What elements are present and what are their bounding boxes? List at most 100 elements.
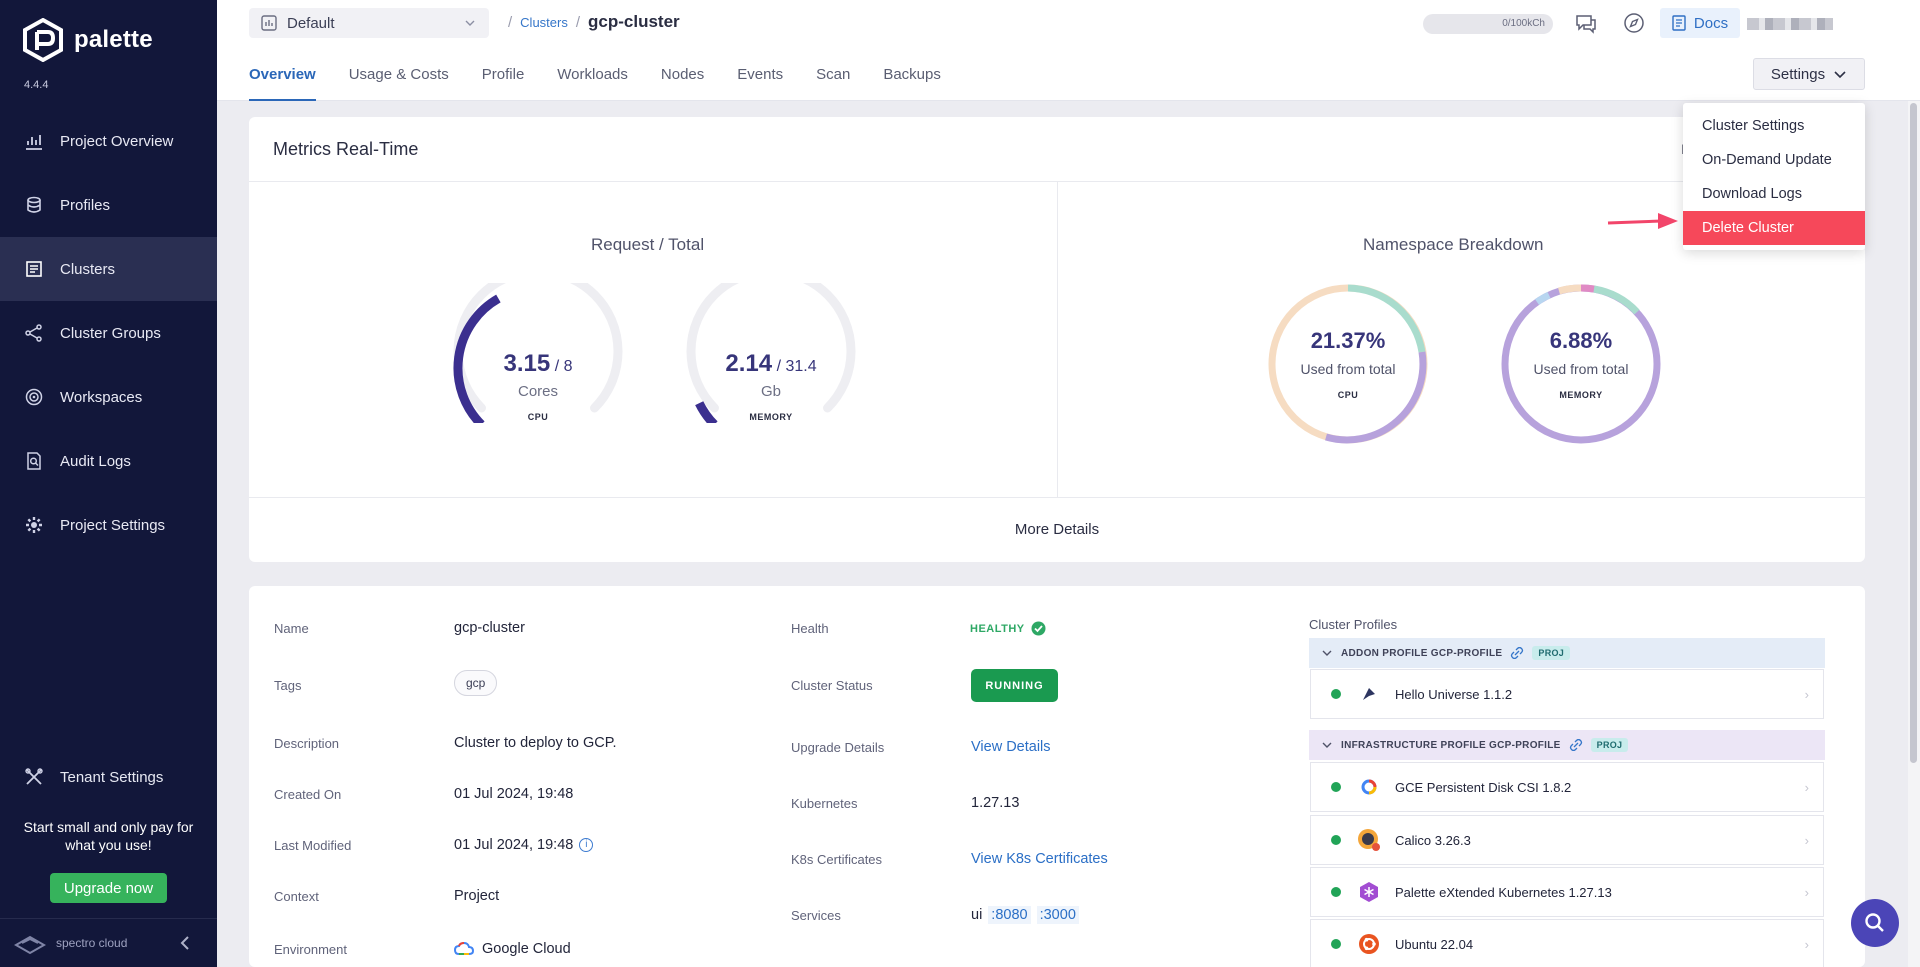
profile-item-hello-universe[interactable]: Hello Universe 1.1.2 › bbox=[1310, 669, 1824, 719]
breadcrumb-clusters-link[interactable]: Clusters bbox=[520, 14, 568, 30]
scrollbar-thumb[interactable] bbox=[1910, 103, 1917, 763]
cpu-caption: CPU bbox=[527, 412, 549, 422]
clusters-icon bbox=[26, 261, 42, 277]
tab-scan[interactable]: Scan bbox=[816, 66, 851, 83]
sidebar-item-cluster-groups[interactable]: Cluster Groups bbox=[0, 301, 217, 365]
cpu-gauge-fill bbox=[453, 294, 501, 423]
sidebar-item-project-settings[interactable]: Project Settings bbox=[0, 493, 217, 557]
description-value: Cluster to deploy to GCP. bbox=[454, 735, 617, 751]
check-circle-icon bbox=[1031, 621, 1046, 636]
breadcrumb-separator: / bbox=[508, 13, 513, 31]
namespace-cpu-donut: 21.37% Used from total CPU bbox=[1266, 282, 1430, 446]
settings-button[interactable]: Settings bbox=[1753, 58, 1865, 90]
menu-item-download-logs[interactable]: Download Logs bbox=[1702, 186, 1802, 202]
menu-item-cluster-settings[interactable]: Cluster Settings bbox=[1702, 118, 1805, 134]
sidebar-item-profiles[interactable]: Profiles bbox=[0, 173, 217, 237]
tab-overview[interactable]: Overview bbox=[249, 58, 316, 101]
usage-indicator[interactable]: 0/100kCh bbox=[1423, 14, 1553, 34]
upgrade-button[interactable]: Upgrade now bbox=[50, 873, 167, 903]
sidebar-item-clusters[interactable]: Clusters bbox=[0, 237, 217, 301]
project-select-value: Default bbox=[287, 14, 335, 32]
sidebar-item-label: Clusters bbox=[60, 260, 116, 278]
addon-profile-header[interactable]: ADDON PROFILE GCP-PROFILE PROJ bbox=[1309, 638, 1825, 668]
sidebar-item-label: Workspaces bbox=[60, 388, 143, 406]
gear-icon bbox=[26, 517, 42, 533]
sidebar-item-audit-logs[interactable]: Audit Logs bbox=[0, 429, 217, 493]
profile-item-label: Ubuntu 22.04 bbox=[1395, 936, 1474, 952]
project-icon bbox=[261, 15, 277, 31]
more-details-button[interactable]: More Details bbox=[1014, 521, 1100, 538]
sidebar-item-project-overview[interactable]: Project Overview bbox=[0, 109, 217, 173]
menu-item-delete-cluster[interactable]: Delete Cluster bbox=[1683, 211, 1865, 245]
user-menu[interactable] bbox=[1747, 18, 1833, 30]
ubuntu-icon bbox=[1357, 932, 1381, 956]
tab-workloads[interactable]: Workloads bbox=[557, 66, 628, 83]
ns-memory-percent: 6.88% bbox=[1549, 328, 1613, 353]
tags-label: Tags bbox=[274, 678, 302, 693]
palette-logo[interactable]: palette bbox=[22, 18, 153, 62]
divider bbox=[1057, 182, 1058, 497]
breadcrumb-separator: / bbox=[575, 13, 581, 31]
calico-icon bbox=[1357, 828, 1381, 852]
metrics-title: Metrics Real-Time bbox=[273, 139, 419, 159]
tab-usage-costs[interactable]: Usage & Costs bbox=[348, 66, 449, 83]
chat-icon[interactable] bbox=[1573, 10, 1599, 36]
info-icon[interactable]: i bbox=[579, 838, 594, 853]
tab-events[interactable]: Events bbox=[737, 66, 784, 83]
sidebar-item-tenant-settings[interactable]: Tenant Settings bbox=[0, 745, 217, 809]
proj-badge: PROJ bbox=[1532, 646, 1571, 660]
last-modified-row: 01 Jul 2024, 19:48 i bbox=[454, 837, 594, 853]
tab-profile[interactable]: Profile bbox=[481, 66, 525, 83]
cpu-unit: Cores bbox=[517, 383, 558, 400]
sidebar: palette 4.4.4 Project Overview Profiles … bbox=[0, 0, 217, 967]
docs-button[interactable]: Docs bbox=[1660, 8, 1740, 38]
profile-item-palette-kubernetes[interactable]: Palette eXtended Kubernetes 1.27.13 › bbox=[1310, 867, 1824, 917]
profile-item-calico[interactable]: Calico 3.26.3 › bbox=[1310, 815, 1824, 865]
namespace-memory-donut: 6.88% Used from total MEMORY bbox=[1499, 282, 1663, 446]
status-dot bbox=[1331, 887, 1341, 897]
chevron-right-icon: › bbox=[1804, 937, 1809, 952]
profile-item-label: Calico 3.26.3 bbox=[1395, 832, 1471, 848]
service-port-link[interactable]: :3000 bbox=[1036, 906, 1079, 924]
hello-universe-icon bbox=[1357, 682, 1381, 706]
sidebar-item-label: Audit Logs bbox=[60, 452, 131, 470]
docs-label: Docs bbox=[1693, 14, 1729, 32]
help-chat-button[interactable] bbox=[1851, 899, 1899, 947]
infrastructure-profile-header[interactable]: INFRASTRUCTURE PROFILE GCP-PROFILE PROJ bbox=[1309, 730, 1825, 760]
view-k8s-certificates-link[interactable]: View K8s Certificates bbox=[971, 851, 1108, 867]
memory-unit: Gb bbox=[760, 383, 781, 400]
chevron-right-icon: › bbox=[1804, 687, 1809, 702]
ns-cpu-caption: CPU bbox=[1337, 390, 1359, 400]
page-scrollbar[interactable] bbox=[1908, 101, 1920, 967]
profile-item-ubuntu[interactable]: Ubuntu 22.04 › bbox=[1310, 919, 1824, 967]
version-label: 4.4.4 bbox=[24, 79, 49, 91]
tag-badge: gcp bbox=[454, 670, 498, 696]
tab-backups[interactable]: Backups bbox=[883, 66, 941, 83]
memory-gauge-value: 2.14 / 31.4 bbox=[686, 350, 856, 378]
breadcrumb: / Clusters / gcp-cluster bbox=[508, 12, 680, 32]
link-icon bbox=[1569, 739, 1582, 751]
page-title: gcp-cluster bbox=[588, 12, 680, 31]
cpu-gauge: 3.15 / 8 Cores CPU bbox=[453, 283, 623, 423]
sidebar-item-workspaces[interactable]: Workspaces bbox=[0, 365, 217, 429]
memory-caption: MEMORY bbox=[749, 412, 793, 422]
chevron-right-icon: › bbox=[1804, 833, 1809, 848]
cpu-value: 3.15 bbox=[503, 350, 551, 377]
services-label: Services bbox=[791, 908, 841, 923]
cluster-profiles-title: Cluster Profiles bbox=[1309, 617, 1398, 632]
profile-item-label: Palette eXtended Kubernetes 1.27.13 bbox=[1395, 884, 1612, 900]
profile-item-gce-disk-csi[interactable]: GCE Persistent Disk CSI 1.8.2 › bbox=[1310, 762, 1824, 812]
tab-nodes[interactable]: Nodes bbox=[660, 66, 705, 83]
tab-bar: Overview Usage & Costs Profile Workloads… bbox=[249, 58, 974, 101]
compass-icon[interactable] bbox=[1621, 10, 1647, 36]
sidebar-item-label: Project Settings bbox=[60, 516, 166, 534]
project-select[interactable]: Default bbox=[249, 8, 489, 38]
tools-icon bbox=[25, 768, 43, 785]
collapse-sidebar-icon[interactable] bbox=[179, 935, 191, 951]
menu-item-on-demand-update[interactable]: On-Demand Update bbox=[1702, 152, 1832, 168]
kubernetes-label: Kubernetes bbox=[791, 796, 858, 811]
service-port-link[interactable]: :8080 bbox=[988, 906, 1031, 924]
view-details-link[interactable]: View Details bbox=[971, 739, 1051, 755]
search-icon bbox=[1865, 913, 1884, 932]
ns-cpu-percent: 21.37% bbox=[1310, 328, 1386, 353]
